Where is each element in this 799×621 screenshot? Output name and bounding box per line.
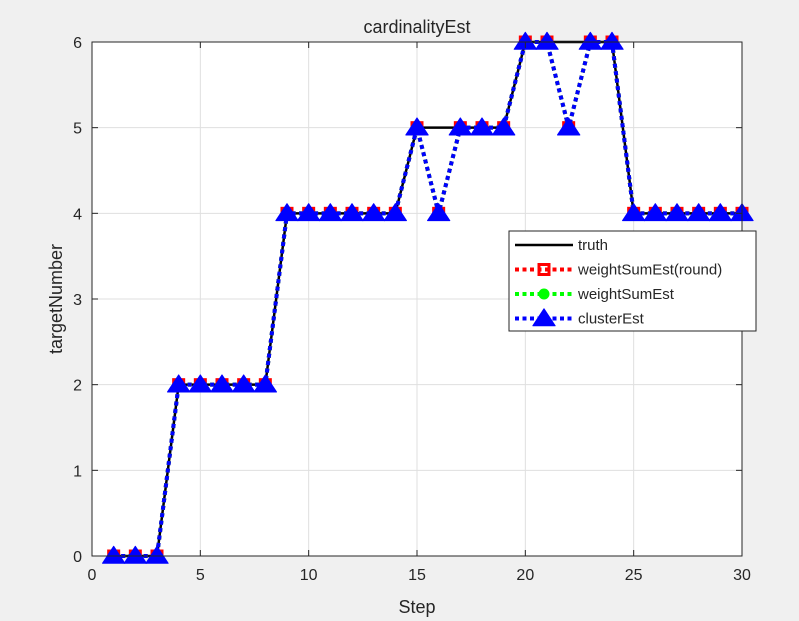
legend-swatch-marker-square: [537, 263, 551, 276]
data-point-clusterEst: [383, 203, 407, 222]
data-point-clusterEst: [492, 117, 516, 136]
data-point-clusterEst: [687, 203, 711, 222]
data-point-clusterEst: [253, 374, 277, 393]
x-tick-label: 30: [733, 567, 751, 584]
legend-swatch-marker-triangle: [532, 308, 556, 327]
y-tick-label: 4: [73, 206, 82, 223]
x-tick-label: 20: [516, 567, 534, 584]
y-tick-label: 2: [73, 378, 82, 395]
legend-item-truth[interactable]: truth: [515, 237, 608, 254]
x-tick-label: 25: [625, 567, 643, 584]
y-axis-label: targetNumber: [46, 244, 66, 354]
legend-label: weightSumEst(round): [577, 262, 722, 279]
x-axis-label: Step: [398, 597, 435, 617]
legend[interactable]: truth weightSumEst(round) weightSumEst clus…: [508, 230, 757, 332]
data-point-clusterEst: [427, 203, 451, 222]
data-point-clusterEst: [513, 31, 537, 50]
legend-label: clusterEst: [578, 311, 645, 328]
data-point-clusterEst: [297, 203, 321, 222]
y-tick-label: 0: [73, 549, 82, 566]
data-point-clusterEst: [622, 203, 646, 222]
data-point-clusterEst: [535, 31, 559, 50]
data-point-clusterEst: [708, 203, 732, 222]
data-point-clusterEst: [340, 203, 364, 222]
data-point-clusterEst: [578, 31, 602, 50]
data-point-clusterEst: [600, 31, 624, 50]
ticks: 0 5 10 15 20 25 30 0 1 2 3 4 5 6: [73, 35, 751, 584]
data-point-clusterEst: [557, 117, 581, 136]
chart-title: cardinalityEst: [363, 17, 470, 37]
series-clusterEst: [102, 31, 754, 564]
y-tick-label: 3: [73, 292, 82, 309]
x-tick-label: 5: [196, 567, 205, 584]
y-tick-label: 6: [73, 35, 82, 52]
x-tick-label: 15: [408, 567, 426, 584]
data-point-clusterEst: [665, 203, 689, 222]
data-point-clusterEst: [210, 374, 234, 393]
data-point-clusterEst: [145, 545, 169, 564]
y-tick-label: 5: [73, 121, 82, 138]
legend-label: weightSumEst: [577, 286, 675, 303]
x-tick-label: 10: [300, 567, 318, 584]
data-point-clusterEst: [448, 117, 472, 136]
y-tick-label: 1: [73, 463, 82, 480]
data-point-clusterEst: [405, 117, 429, 136]
data-point-clusterEst: [643, 203, 667, 222]
x-tick-label: 0: [88, 567, 97, 584]
data-point-clusterEst: [470, 117, 494, 136]
data-point-clusterEst: [167, 374, 191, 393]
series-layer: [102, 31, 754, 564]
data-point-clusterEst: [232, 374, 256, 393]
data-point-clusterEst: [275, 203, 299, 222]
data-point-clusterEst: [102, 545, 126, 564]
legend-item-weightSumEst[interactable]: weightSumEst: [515, 286, 675, 303]
legend-item-weightSumEst(round)[interactable]: weightSumEst(round): [515, 262, 722, 279]
legend-item-clusterEst[interactable]: clusterEst: [515, 308, 645, 328]
data-point-clusterEst: [188, 374, 212, 393]
data-point-clusterEst: [318, 203, 342, 222]
legend-swatch-marker-circle: [538, 288, 550, 300]
legend-label: truth: [578, 237, 608, 254]
legend-box: [508, 230, 757, 332]
data-point-clusterEst: [362, 203, 386, 222]
data-point-clusterEst: [123, 545, 147, 564]
